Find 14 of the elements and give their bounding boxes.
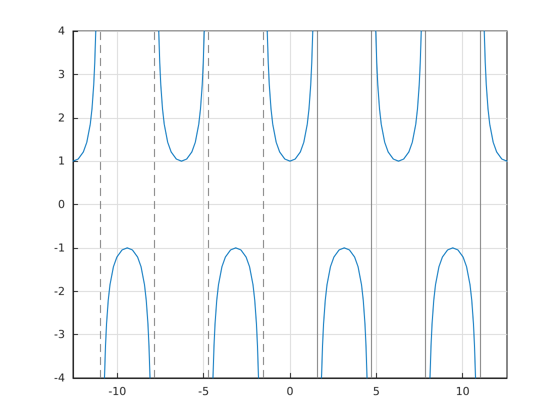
x-tick-label: 10 bbox=[456, 385, 470, 398]
y-tick-label: -4 bbox=[54, 372, 65, 384]
x-tick-label: 0 bbox=[286, 385, 294, 398]
y-tick-label: -3 bbox=[54, 328, 65, 342]
x-tick-label: -5 bbox=[198, 385, 210, 398]
x-tick-label: 5 bbox=[372, 385, 380, 398]
x-tick-label: -10 bbox=[108, 385, 126, 398]
y-tick-label: 0 bbox=[58, 198, 65, 211]
y-tick-label: 3 bbox=[58, 68, 65, 81]
y-tick-label: 2 bbox=[58, 111, 65, 124]
y-tick-label: 1 bbox=[58, 154, 65, 168]
y-tick-label: -2 bbox=[54, 284, 65, 298]
y-tick-label: 4 bbox=[58, 24, 65, 38]
y-tick-label: -1 bbox=[54, 241, 65, 254]
